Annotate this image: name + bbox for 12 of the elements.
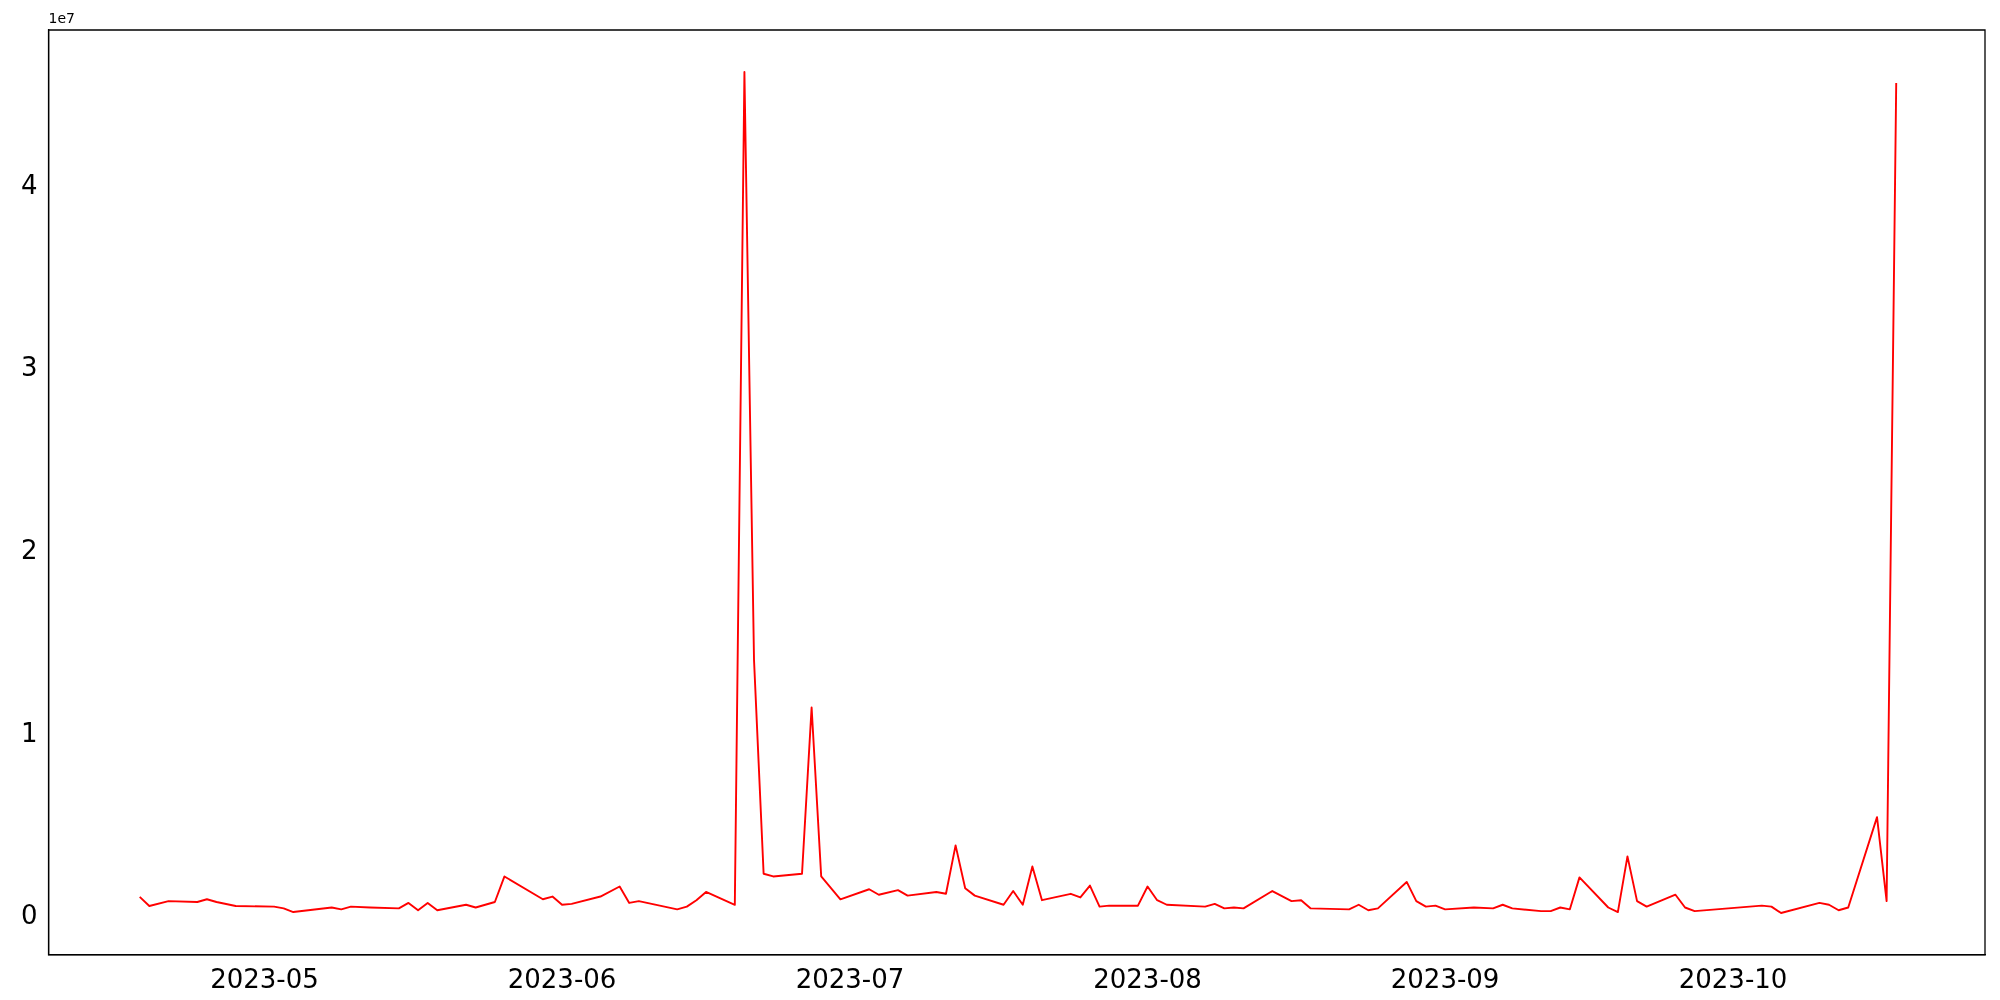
x-tick-label: 2023-06	[507, 964, 617, 995]
y-tick-label: 1	[21, 717, 38, 748]
y-tick-label: 3	[21, 352, 38, 383]
text: 1e7	[48, 9, 75, 26]
x-tick-label: 2023-05	[210, 964, 319, 995]
x-tick-label: 2023-07	[795, 964, 905, 995]
x-tick-label: 2023-09	[1390, 964, 1500, 995]
y-tick-label: 2	[21, 535, 38, 566]
y-tick-label: 0	[21, 900, 38, 931]
x-tick-label: 2023-08	[1093, 964, 1202, 995]
x-tick-label: 2023-10	[1678, 964, 1788, 995]
y-tick-label: 4	[21, 169, 38, 200]
